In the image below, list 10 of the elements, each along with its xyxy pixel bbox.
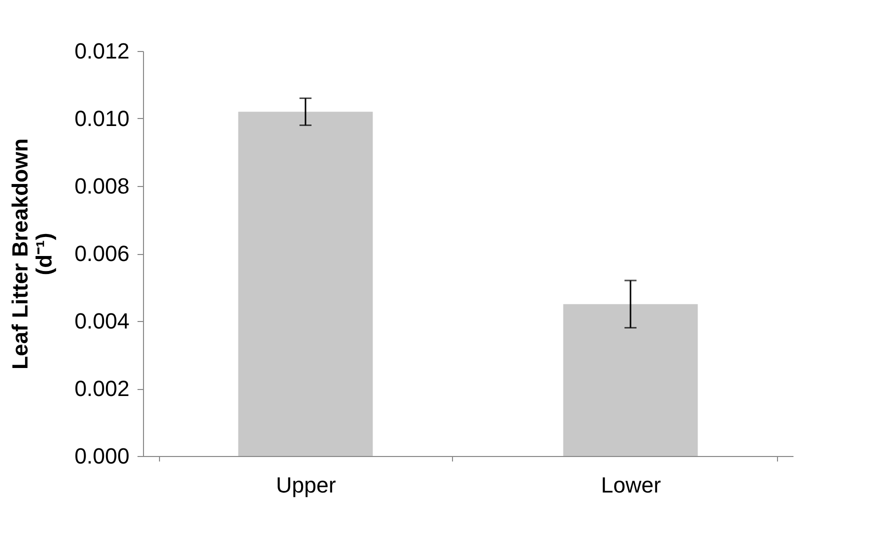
y-tick-label: 0.000 — [74, 444, 130, 468]
y-tick-label: 0.010 — [74, 106, 130, 131]
x-tick-label: Lower — [601, 472, 661, 498]
y-tick-label: 0.008 — [74, 174, 130, 198]
y-tick-label: 0.002 — [74, 376, 130, 401]
y-axis-title: Leaf Litter Breakdown (d⁻¹) — [7, 138, 56, 370]
y-tick-label: 0.012 — [74, 38, 130, 64]
x-tick-label: Upper — [276, 472, 336, 498]
y-tick-label: 0.004 — [74, 308, 130, 334]
y-tick-label: 0.006 — [74, 241, 130, 266]
